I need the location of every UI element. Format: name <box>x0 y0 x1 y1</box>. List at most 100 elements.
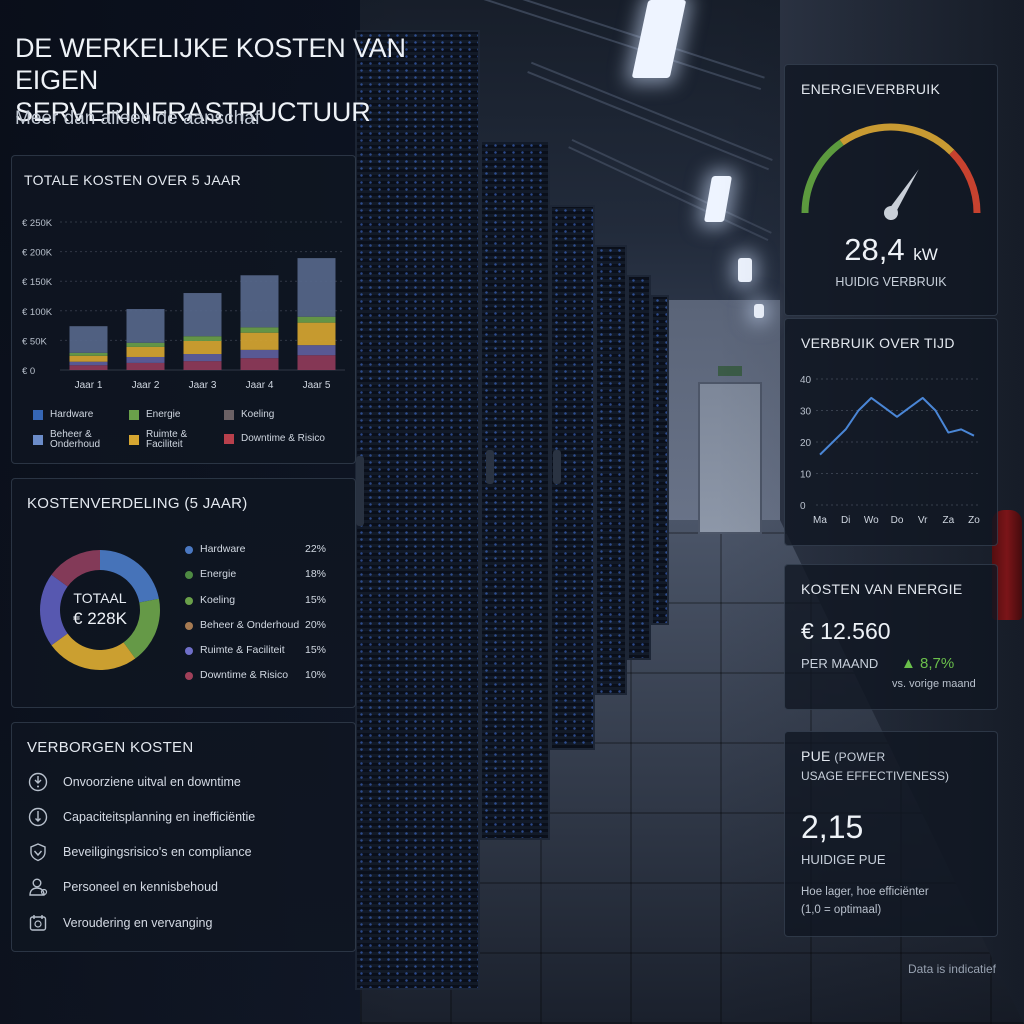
exit-door <box>698 382 762 534</box>
server-rack <box>355 30 480 990</box>
distribution-pct: 10% <box>304 669 326 681</box>
legend-label: Ruimte & Faciliteit <box>146 429 188 450</box>
distribution-label: Hardware <box>200 543 246 555</box>
rack-handle <box>553 450 561 484</box>
distribution-pct: 15% <box>304 644 326 656</box>
distribution-pct: 22% <box>304 543 326 555</box>
page-title: DE WERKELIJKE KOSTEN VAN EIGEN SERVERINF… <box>15 32 415 128</box>
total-costs-legend: Hardware Energie Koeling Beheer & Onderh… <box>33 406 333 450</box>
hidden-costs-title: VERBORGEN KOSTEN <box>27 739 194 756</box>
server-rack <box>480 140 550 840</box>
legend-item-beheer: Beheer & Onderhoud <box>33 430 118 450</box>
total-costs-title: TOTALE KOSTEN OVER 5 JAAR <box>24 172 242 188</box>
energy-cost-title: KOSTEN VAN ENERGIE <box>801 581 963 597</box>
distribution-pct: 18% <box>304 568 326 580</box>
energy-panel <box>784 64 998 316</box>
hidden-cost-label: Beveiligingsrisico's en compliance <box>63 845 252 859</box>
legend-label: Koeling <box>241 409 275 420</box>
legend-label: Energie <box>146 409 181 420</box>
pue-panel <box>784 731 998 937</box>
distribution-label: Beheer & Onderhoud <box>200 619 300 631</box>
hidden-cost-label: Onvoorziene uitval en downtime <box>63 775 241 789</box>
hidden-cost-item: Beveiligingsrisico's en compliance <box>27 840 252 864</box>
gauge-arc <box>801 139 844 214</box>
rack-handle <box>356 456 364 526</box>
shield-icon <box>30 843 46 862</box>
gauge-needle <box>887 169 919 216</box>
donut-slice <box>40 574 68 646</box>
aging-icon <box>29 915 47 931</box>
gauge-arc <box>949 149 981 214</box>
pue-title: PUE (POWER <box>801 748 885 764</box>
distribution-row: Koeling 15% <box>185 594 330 608</box>
legend-swatch <box>33 410 43 420</box>
distribution-dot <box>185 672 193 680</box>
hidden-cost-label: Capaciteitsplanning en inefficiëntie <box>63 810 256 824</box>
donut-slice <box>51 550 100 587</box>
legend-swatch <box>129 410 139 420</box>
donut-total-value: € 228K <box>73 609 127 628</box>
energy-cost-period: PER MAAND <box>801 656 879 671</box>
warning-compass-icon <box>28 772 48 792</box>
donut-total-label: TOTAAL <box>73 590 127 606</box>
y-tick-label: 10 <box>800 470 812 481</box>
legend-item-ruimte: Ruimte & Faciliteit <box>129 430 214 450</box>
energy-cost-panel <box>784 564 998 710</box>
pue-title-paren: (POWER <box>830 750 886 764</box>
distribution-row: Beheer & Onderhoud 20% <box>185 619 330 633</box>
energy-cost-change-caption: vs. vorige maand <box>892 678 976 690</box>
donut-slice <box>51 633 136 670</box>
energy-cost-value: € 12.560 <box>801 618 891 644</box>
pue-note-line1: Hoe lager, hoe efficiënter <box>801 886 929 898</box>
usage-line <box>819 396 975 456</box>
legend-swatch <box>224 434 234 444</box>
footnote: Data is indicatief <box>907 962 996 976</box>
energy-value-number: 28,4 <box>844 232 905 267</box>
distribution-dot <box>185 597 193 605</box>
exit-sign <box>718 366 742 376</box>
energy-title: ENERGIEVERBRUIK <box>801 81 941 97</box>
ceiling-light <box>738 258 752 282</box>
page-title-line2: EIGEN SERVERINFRASTRUCTUUR <box>15 65 371 127</box>
distribution-row: Hardware 22% <box>185 543 330 557</box>
pue-note-line2: (1,0 = optimaal) <box>801 904 882 916</box>
legend-item-koeling: Koeling <box>224 410 274 420</box>
usage-panel <box>784 318 998 546</box>
legend-swatch <box>129 435 139 445</box>
distribution-label: Downtime & Risico <box>200 669 289 681</box>
distribution-dot <box>185 647 193 655</box>
hidden-cost-item: Capaciteitsplanning en inefficiëntie <box>27 805 255 829</box>
energy-value: 28,4 kW <box>784 232 998 268</box>
x-tick-label: Za <box>942 515 954 526</box>
x-tick-label: Zo <box>968 515 980 526</box>
distribution-label: Koeling <box>200 594 236 606</box>
distribution-title: KOSTENVERDELING (5 JAAR) <box>27 495 248 512</box>
hidden-cost-label: Veroudering en vervanging <box>63 916 213 930</box>
distribution-panel <box>11 478 356 708</box>
energy-cost-change: ▲ 8,7% <box>901 655 955 672</box>
distribution-label: Energie <box>200 568 237 580</box>
pue-value: 2,15 <box>801 809 864 845</box>
hidden-cost-item: Onvoorziene uitval en downtime <box>27 770 241 794</box>
legend-swatch <box>33 435 43 445</box>
x-tick-label: Wo <box>864 515 879 526</box>
pue-title-line2: USAGE EFFECTIVENESS) <box>801 769 950 783</box>
ceiling-light <box>754 304 764 318</box>
hidden-cost-label: Personeel en kennisbehoud <box>63 880 218 894</box>
pue-caption: HUIDIGE PUE <box>801 852 886 867</box>
hidden-cost-item: Personeel en kennisbehoud <box>27 875 218 899</box>
legend-item-energie: Energie <box>129 410 180 420</box>
server-rack <box>595 245 627 695</box>
hidden-cost-item: Veroudering en vervanging <box>27 911 212 935</box>
x-tick-label: Ma <box>813 515 827 526</box>
distribution-donut-chart <box>40 550 161 670</box>
person-icon <box>29 878 48 896</box>
y-tick-label: 0 <box>800 501 806 512</box>
energy-gauge <box>801 123 981 220</box>
usage-title: VERBRUIK OVER TIJD <box>801 335 955 351</box>
server-rack <box>627 275 651 660</box>
usage-line-chart: 0 10 20 30 40 Ma Di Wo Do Vr Za Zo <box>800 375 980 526</box>
energy-value-unit: kW <box>913 245 938 264</box>
gauge-needle-hub <box>884 206 898 220</box>
legend-item-hardware: Hardware <box>33 410 93 420</box>
